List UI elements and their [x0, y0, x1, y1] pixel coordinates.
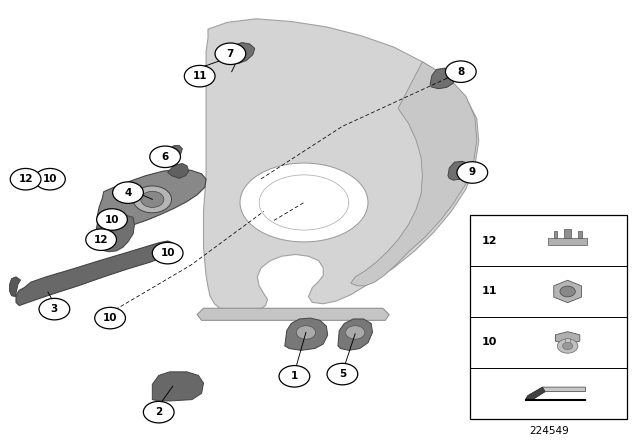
Circle shape [10, 168, 41, 190]
Text: 12: 12 [19, 174, 33, 184]
Circle shape [113, 182, 143, 203]
Circle shape [327, 363, 358, 385]
Text: 10: 10 [103, 313, 117, 323]
Circle shape [152, 242, 183, 264]
Polygon shape [351, 62, 477, 286]
Polygon shape [526, 387, 545, 400]
Text: 4: 4 [124, 188, 132, 198]
Polygon shape [240, 163, 368, 242]
Circle shape [95, 307, 125, 329]
Circle shape [150, 146, 180, 168]
Text: 7: 7 [227, 49, 234, 59]
Text: 224549: 224549 [529, 426, 569, 436]
Circle shape [141, 191, 164, 207]
Text: 6: 6 [161, 152, 169, 162]
Polygon shape [16, 241, 174, 306]
Circle shape [143, 401, 174, 423]
Circle shape [279, 366, 310, 387]
Text: 2: 2 [155, 407, 163, 417]
Text: 12: 12 [94, 235, 108, 245]
Polygon shape [204, 19, 479, 314]
Polygon shape [229, 43, 255, 64]
Polygon shape [548, 238, 587, 245]
Text: 12: 12 [482, 236, 497, 246]
Text: 9: 9 [468, 168, 476, 177]
Polygon shape [95, 215, 134, 252]
Polygon shape [448, 161, 470, 180]
Bar [470, 215, 627, 419]
Circle shape [184, 65, 215, 87]
Polygon shape [430, 68, 456, 89]
Circle shape [557, 339, 578, 353]
Circle shape [215, 43, 246, 65]
Text: 1: 1 [291, 371, 298, 381]
Circle shape [457, 162, 488, 183]
Polygon shape [526, 387, 586, 400]
Circle shape [445, 61, 476, 82]
Text: 8: 8 [457, 67, 465, 77]
Text: 10: 10 [482, 337, 497, 348]
Text: 10: 10 [161, 248, 175, 258]
Polygon shape [161, 146, 182, 167]
Polygon shape [168, 164, 189, 178]
Text: 5: 5 [339, 369, 346, 379]
Polygon shape [556, 332, 580, 344]
Polygon shape [10, 277, 20, 297]
Polygon shape [564, 229, 571, 238]
Text: 10: 10 [105, 215, 119, 224]
Circle shape [346, 326, 365, 339]
Circle shape [39, 298, 70, 320]
Circle shape [35, 168, 65, 190]
Text: 3: 3 [51, 304, 58, 314]
Polygon shape [97, 169, 206, 229]
Polygon shape [578, 231, 582, 238]
Circle shape [133, 186, 172, 213]
Bar [565, 338, 570, 346]
Text: 11: 11 [482, 286, 497, 297]
Text: 11: 11 [193, 71, 207, 81]
Polygon shape [554, 231, 557, 238]
Polygon shape [152, 372, 204, 401]
Polygon shape [197, 308, 389, 320]
Polygon shape [338, 319, 372, 350]
Polygon shape [554, 280, 582, 303]
Circle shape [560, 286, 575, 297]
Circle shape [97, 209, 127, 230]
Polygon shape [285, 318, 328, 350]
Circle shape [296, 326, 316, 339]
Circle shape [86, 229, 116, 250]
Circle shape [563, 342, 573, 349]
Text: 10: 10 [43, 174, 57, 184]
